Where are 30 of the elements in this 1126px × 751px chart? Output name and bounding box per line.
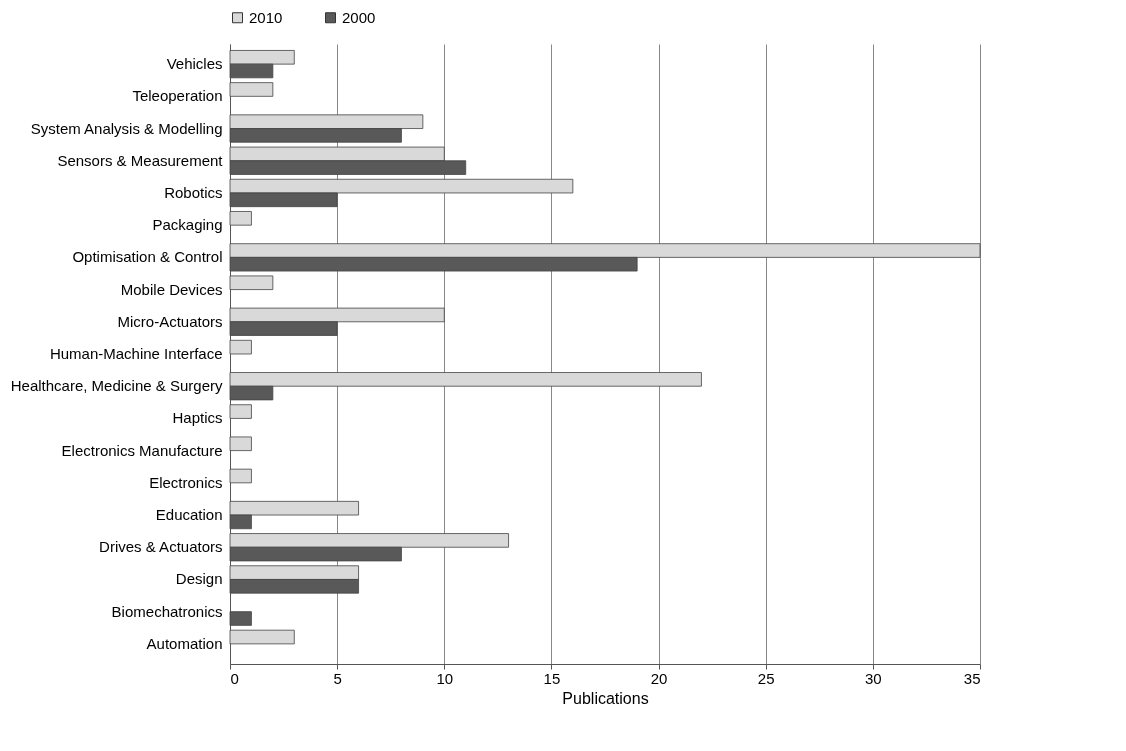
legend-label: 2010 [249,8,283,26]
x-tick-label: 25 [757,669,775,687]
y-tick-label: Education [155,506,223,524]
y-tick-label: Human-Machine Interface [49,345,223,362]
y-tick-label: Electronics [149,473,223,491]
y-tick-label: Healthcare, Medicine & Surgery [10,377,223,395]
y-tick-label: Drives & Actuators [99,538,223,556]
y-tick-label: Biomechatronics [111,602,223,620]
x-tick-label: 30 [865,669,882,687]
y-tick-label: Robotics [164,183,223,201]
x-tick-label: 20 [650,669,668,687]
x-tick-label: 0 [230,669,239,687]
y-tick-label: Mobile Devices [120,280,223,298]
y-tick-label: System Analysis & Modelling [30,119,223,137]
y-tick-label: Optimisation & Control [72,248,223,266]
x-tick-label: 10 [436,669,454,687]
y-tick-label: Sensors & Measurement [57,151,224,169]
y-tick-label: Electronics Manufacture [61,441,223,459]
y-tick-label: Packaging [152,216,223,234]
x-axis-title: Publications [562,689,649,707]
y-tick-label: Vehicles [166,55,223,73]
x-tick-label: 35 [963,669,981,687]
x-tick-label: 15 [543,669,561,687]
y-tick-label: Micro-Actuators [117,312,223,330]
legend-label: 2000 [342,8,376,26]
y-tick-label: Teleoperation [132,87,223,105]
y-tick-label: Design [175,570,223,588]
y-tick-label: Automation [146,634,223,652]
x-tick-label: 5 [333,669,342,687]
y-tick-label: Haptics [172,409,223,427]
